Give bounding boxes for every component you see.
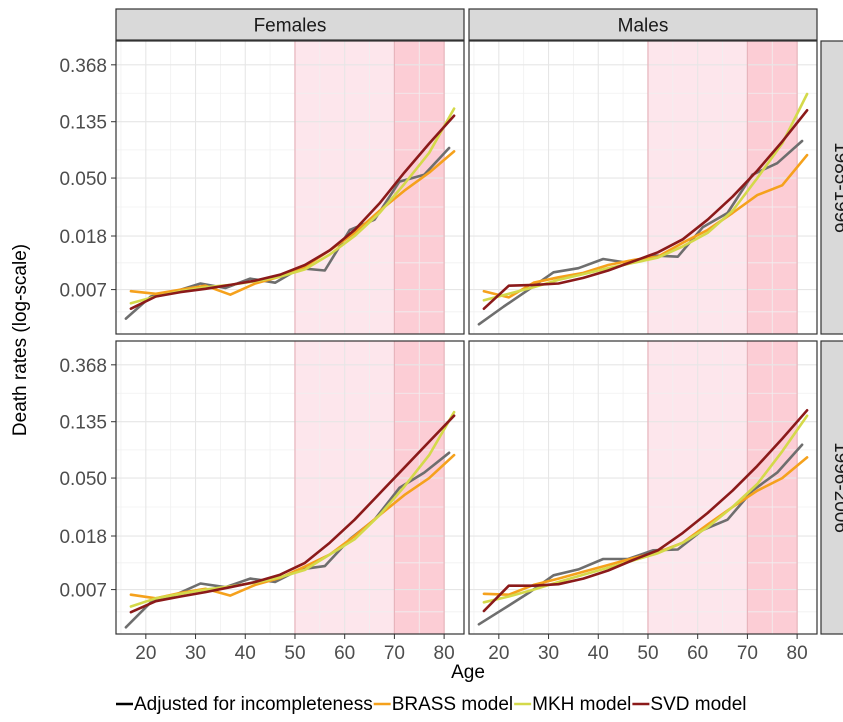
y-tick-label: 0.368 bbox=[59, 356, 107, 377]
y-tick-label: 0.007 bbox=[59, 581, 107, 602]
legend-label: MKH model bbox=[532, 694, 631, 715]
facet-strip-1996-2006 bbox=[820, 340, 843, 635]
series-group bbox=[124, 107, 456, 320]
legend-item-brass-model: BRASS model bbox=[373, 694, 513, 715]
panel-border bbox=[468, 40, 818, 335]
legend-item-adjusted-for-incompleteness: Adjusted for incompleteness bbox=[116, 694, 373, 715]
series-line-mkh-model bbox=[482, 92, 809, 302]
panel-females-1996-2006 bbox=[115, 340, 465, 635]
y-tick-label: 0.007 bbox=[59, 281, 107, 302]
series-line-svd-model bbox=[129, 414, 456, 614]
series-line-svd-model bbox=[482, 409, 809, 613]
x-tick-label: 70 bbox=[737, 643, 758, 664]
facet-strip-1985-1996 bbox=[820, 40, 843, 335]
series-line-mkh-model bbox=[482, 414, 809, 604]
panels-layer bbox=[115, 40, 818, 635]
x-tick-label: 50 bbox=[284, 643, 305, 664]
x-tick-label: 60 bbox=[334, 643, 355, 664]
y-tick-label: 0.050 bbox=[59, 169, 107, 190]
x-tick-label: 30 bbox=[185, 643, 206, 664]
facet-strip-label-1985-1996: 1985-1996 bbox=[830, 142, 843, 233]
y-tick-label: 0.050 bbox=[59, 469, 107, 490]
legend-label: SVD model bbox=[650, 694, 746, 715]
series-group bbox=[477, 409, 809, 626]
series-line-svd-model bbox=[129, 114, 456, 310]
x-tick-label: 70 bbox=[384, 643, 405, 664]
x-tick-label: 20 bbox=[135, 643, 156, 664]
series-group bbox=[124, 410, 456, 629]
y-tick-label: 0.135 bbox=[59, 413, 107, 434]
legend-item-svd-model: SVD model bbox=[632, 694, 747, 715]
panel-females-1985-1996 bbox=[115, 40, 465, 335]
series-line-brass-model bbox=[482, 153, 809, 299]
series-group bbox=[477, 92, 809, 326]
y-axis-title: Death rates (log-scale) bbox=[10, 244, 31, 436]
x-tick-label: 80 bbox=[787, 643, 808, 664]
panel-border bbox=[115, 40, 465, 335]
legend-label: Adjusted for incompleteness bbox=[134, 694, 373, 715]
y-tick-label: 0.135 bbox=[59, 113, 107, 134]
facet-strip-label-males: Males bbox=[618, 16, 669, 37]
panel-males-1985-1996 bbox=[468, 40, 818, 335]
legend: Adjusted for incompleteness BRASS model MK… bbox=[116, 694, 747, 715]
series-line-mkh-model bbox=[129, 410, 456, 608]
x-tick-label: 30 bbox=[538, 643, 559, 664]
x-tick-label: 50 bbox=[637, 643, 658, 664]
y-tick-label: 0.018 bbox=[59, 527, 107, 548]
series-line-brass-model bbox=[129, 150, 456, 296]
x-tick-label: 80 bbox=[434, 643, 455, 664]
x-tick-label: 40 bbox=[235, 643, 256, 664]
x-tick-label: 20 bbox=[488, 643, 509, 664]
y-tick-label: 0.018 bbox=[59, 227, 107, 248]
y-tick-label: 0.368 bbox=[59, 56, 107, 77]
panel-border bbox=[115, 340, 465, 635]
strips-layer: Females Males 1985-1996 1996-2006 bbox=[115, 8, 843, 635]
facet-strip-males bbox=[468, 8, 818, 41]
facet-strip-label-1996-2006: 1996-2006 bbox=[830, 442, 843, 533]
legend-label: BRASS model bbox=[392, 694, 513, 715]
x-axis-title: Age bbox=[451, 662, 485, 683]
panel-border bbox=[468, 340, 818, 635]
legend-item-mkh-model: MKH model bbox=[514, 694, 631, 715]
facet-strip-label-females: Females bbox=[254, 16, 327, 37]
x-tick-label: 60 bbox=[687, 643, 708, 664]
facet-strip-females bbox=[115, 8, 465, 41]
series-line-svd-model bbox=[482, 109, 809, 310]
x-tick-label: 40 bbox=[588, 643, 609, 664]
axes-layer: 0.007 0.018 0.050 0.135 0.368 20 30 40 50 60 70 80 0… bbox=[59, 56, 807, 664]
panel-males-1996-2006 bbox=[468, 340, 818, 635]
